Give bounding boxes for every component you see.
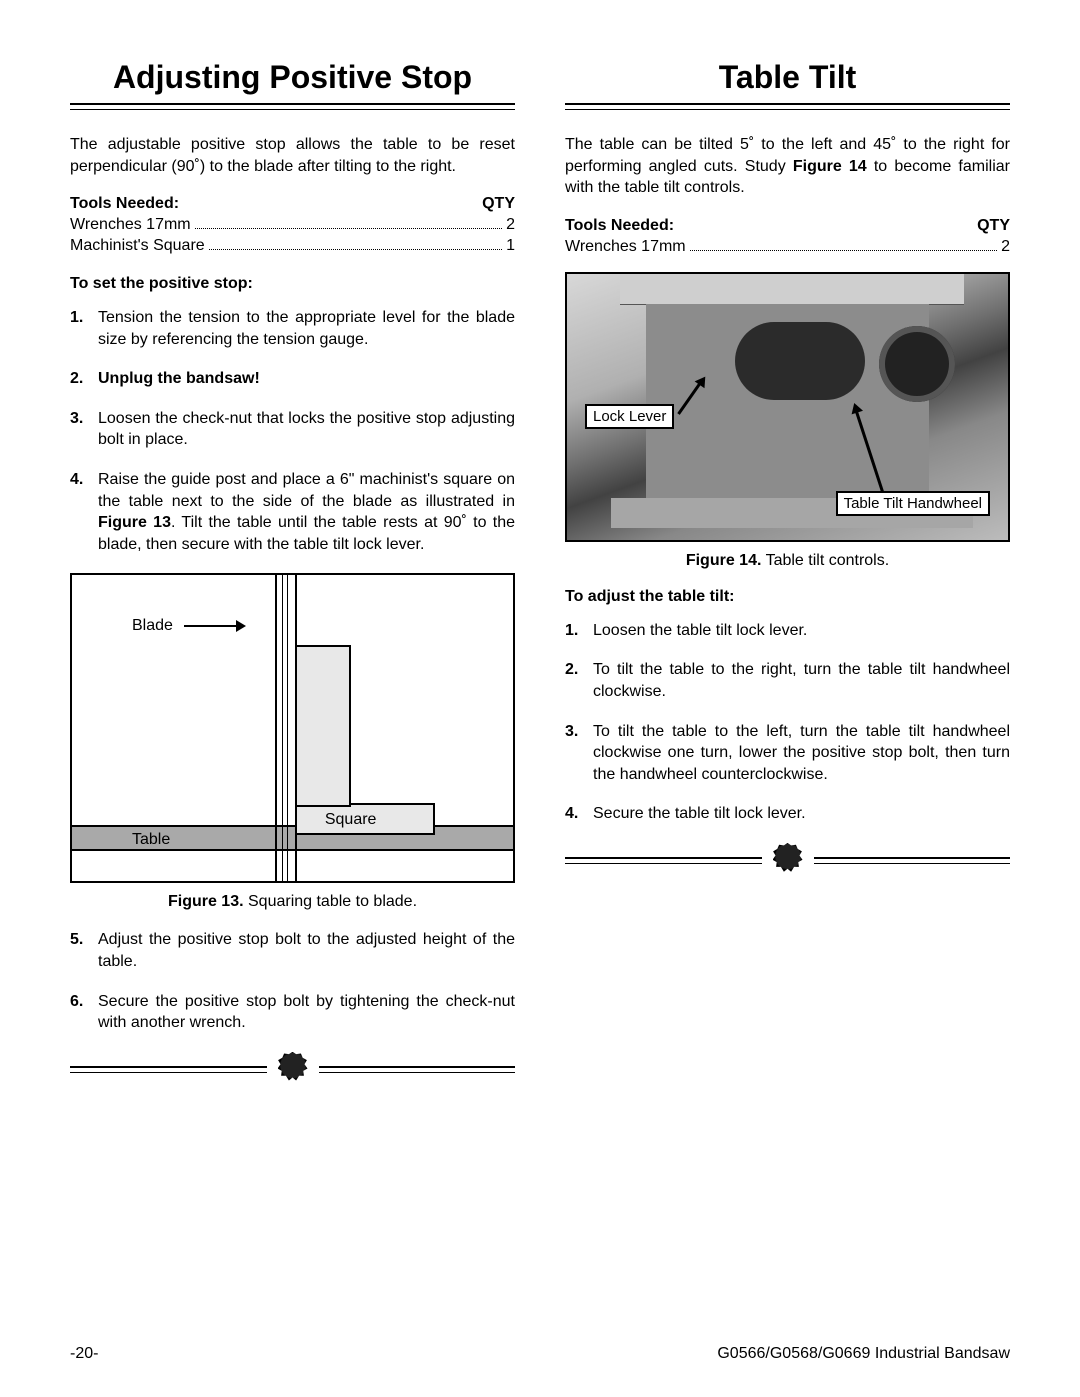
figure-14-caption: Figure 14. Table tilt controls. bbox=[565, 552, 1010, 570]
tools-header: Tools Needed: QTY bbox=[565, 217, 1010, 235]
tool-name: Wrenches 17mm bbox=[70, 216, 191, 234]
heading-rule bbox=[565, 103, 1010, 110]
fig14-motor bbox=[735, 322, 865, 400]
step-item: Loosen the check-nut that locks the posi… bbox=[70, 408, 515, 451]
bear-logo-icon bbox=[278, 1052, 308, 1082]
steps-list: Loosen the table tilt lock lever. To til… bbox=[565, 620, 1010, 825]
tool-name: Machinist's Square bbox=[70, 237, 205, 255]
tools-qty-label: QTY bbox=[977, 217, 1010, 235]
caption-text: Squaring table to blade. bbox=[244, 893, 417, 910]
procedure-heading: To adjust the table tilt: bbox=[565, 588, 1010, 606]
fig13-blade-label: Blade bbox=[132, 617, 173, 635]
ornament-rule-right bbox=[814, 857, 1011, 864]
step-item: Adjust the positive stop bolt to the adj… bbox=[70, 929, 515, 972]
left-heading: Adjusting Positive Stop bbox=[70, 60, 515, 95]
left-column: Adjusting Positive Stop The adjustable p… bbox=[70, 60, 515, 1086]
figure-14-photo: Lock Lever Table Tilt Handwheel bbox=[565, 272, 1010, 542]
bear-logo-icon bbox=[773, 843, 803, 873]
fig14-handwheel bbox=[879, 326, 955, 402]
fig14-table-top bbox=[620, 274, 964, 305]
ornament-rule-left bbox=[565, 857, 762, 864]
tool-qty: 2 bbox=[1001, 238, 1010, 256]
fig13-blade-inner bbox=[282, 575, 288, 881]
fig13-square-body bbox=[295, 645, 351, 807]
tools-qty-label: QTY bbox=[482, 195, 515, 213]
tool-name: Wrenches 17mm bbox=[565, 238, 686, 256]
tool-qty: 1 bbox=[506, 237, 515, 255]
leader-dots bbox=[195, 215, 502, 229]
tools-label: Tools Needed: bbox=[70, 195, 179, 213]
left-intro: The adjustable positive stop allows the … bbox=[70, 134, 515, 177]
leader-dots bbox=[209, 236, 502, 250]
tool-row: Wrenches 17mm 2 bbox=[565, 237, 1010, 256]
fig14-handwheel-label: Table Tilt Handwheel bbox=[836, 491, 990, 516]
caption-text: Table tilt controls. bbox=[761, 552, 889, 569]
intro-bold: Figure 14 bbox=[793, 158, 867, 175]
two-column-layout: Adjusting Positive Stop The adjustable p… bbox=[70, 60, 1010, 1086]
document-title: G0566/G0568/G0669 Industrial Bandsaw bbox=[717, 1345, 1010, 1363]
page-number: -20- bbox=[70, 1345, 98, 1363]
fig13-square-label: Square bbox=[325, 811, 377, 829]
steps-list-bottom: Adjust the positive stop bolt to the adj… bbox=[70, 929, 515, 1033]
leader-dots bbox=[690, 237, 997, 251]
step-item: To tilt the table to the left, turn the … bbox=[565, 721, 1010, 786]
step-item: Secure the positive stop bolt by tighten… bbox=[70, 991, 515, 1034]
heading-rule bbox=[70, 103, 515, 110]
steps-list-top: Tension the tension to the appropriate l… bbox=[70, 307, 515, 555]
page-footer: -20- G0566/G0568/G0669 Industrial Bandsa… bbox=[70, 1345, 1010, 1363]
ornament-rule-left bbox=[70, 1066, 267, 1073]
right-heading: Table Tilt bbox=[565, 60, 1010, 95]
step-item: To tilt the table to the right, turn the… bbox=[565, 659, 1010, 702]
manual-page: Adjusting Positive Stop The adjustable p… bbox=[0, 0, 1080, 1397]
procedure-heading: To set the positive stop: bbox=[70, 275, 515, 293]
step-item: Loosen the table tilt lock lever. bbox=[565, 620, 1010, 642]
step-item: Tension the tension to the appropriate l… bbox=[70, 307, 515, 350]
right-intro: The table can be tilted 5˚ to the left a… bbox=[565, 134, 1010, 199]
tools-label: Tools Needed: bbox=[565, 217, 674, 235]
caption-bold: Figure 13. bbox=[168, 893, 244, 910]
ornament-rule-right bbox=[319, 1066, 516, 1073]
step-item: Secure the table tilt lock lever. bbox=[565, 803, 1010, 825]
figure-13-caption: Figure 13. Squaring table to blade. bbox=[70, 893, 515, 911]
fig14-lock-lever-label: Lock Lever bbox=[585, 404, 674, 429]
step-item: Raise the guide post and place a 6" mach… bbox=[70, 469, 515, 555]
figure-13-diagram: Blade Square Table bbox=[70, 573, 515, 883]
spacer bbox=[565, 258, 1010, 272]
tool-qty: 2 bbox=[506, 216, 515, 234]
tools-header: Tools Needed: QTY bbox=[70, 195, 515, 213]
fig13-arrow-icon bbox=[184, 625, 244, 627]
step-item: Unplug the bandsaw! bbox=[70, 368, 515, 390]
tool-row: Machinist's Square 1 bbox=[70, 236, 515, 255]
tool-row: Wrenches 17mm 2 bbox=[70, 215, 515, 234]
fig13-table-label: Table bbox=[132, 831, 170, 849]
caption-bold: Figure 14. bbox=[686, 552, 762, 569]
step-text: Raise the guide post and place a 6" mach… bbox=[98, 471, 515, 553]
section-end-ornament bbox=[565, 843, 1010, 877]
right-column: Table Tilt The table can be tilted 5˚ to… bbox=[565, 60, 1010, 1086]
section-end-ornament bbox=[70, 1052, 515, 1086]
